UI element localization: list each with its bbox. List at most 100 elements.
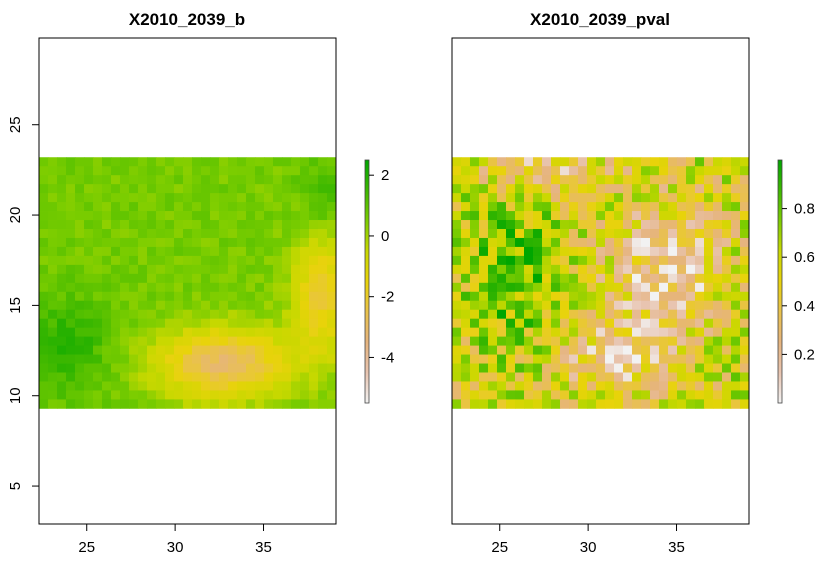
raster-cell [309, 381, 319, 391]
raster-cell [165, 327, 175, 338]
raster-cell [695, 273, 705, 284]
raster-cell [641, 318, 651, 329]
raster-cell [614, 202, 624, 212]
raster-cell [596, 184, 606, 194]
raster-cell [713, 193, 723, 203]
raster-cell [174, 363, 184, 373]
raster-cell [497, 220, 507, 230]
legend-tick-label: 0.8 [794, 201, 815, 218]
raster-cell [560, 184, 570, 194]
raster-cell [722, 255, 732, 266]
raster-cell [542, 184, 552, 194]
raster-cell [524, 246, 534, 257]
raster-cell [327, 309, 337, 320]
raster-cell [246, 166, 256, 176]
raster-cell [192, 309, 202, 320]
raster-cell [506, 372, 516, 382]
raster-cell [84, 309, 94, 320]
raster-cell [722, 399, 732, 409]
raster-cell [632, 237, 642, 248]
raster-cell [632, 390, 642, 400]
raster-cell [273, 255, 283, 266]
raster-cell [713, 228, 723, 239]
raster-cell [740, 255, 750, 266]
raster-cell [524, 291, 534, 302]
raster-cell [318, 175, 328, 185]
raster-cell [605, 193, 615, 203]
raster-cell [120, 291, 130, 302]
raster-cell [578, 372, 588, 382]
raster-cell [686, 184, 696, 194]
raster-cell [183, 390, 193, 400]
raster-cell [246, 300, 256, 311]
raster-cell [677, 399, 687, 409]
raster-cell [192, 246, 202, 257]
raster-cell [623, 399, 633, 409]
raster-cell [84, 220, 94, 230]
raster-cell [569, 327, 579, 338]
raster-cell [201, 345, 211, 355]
raster-cell [533, 354, 543, 364]
raster-cell [75, 381, 85, 391]
raster-cell [479, 246, 489, 257]
raster-cell [587, 282, 597, 293]
raster-cell [255, 390, 265, 400]
raster-cell [192, 220, 202, 230]
raster-cell [668, 381, 678, 391]
raster-cell [165, 363, 175, 373]
raster-cell [533, 184, 543, 194]
raster-cell [704, 264, 714, 275]
raster-cell [560, 237, 570, 248]
raster-cell [75, 157, 85, 167]
raster-cell [282, 211, 292, 221]
raster-cell [452, 300, 462, 311]
raster-cell [147, 309, 157, 320]
raster-cell [183, 372, 193, 382]
raster-cell [264, 255, 274, 266]
raster-cell [264, 220, 274, 230]
raster-cell [677, 184, 687, 194]
raster-cell [569, 264, 579, 275]
y-tick-label: 10 [7, 387, 24, 404]
raster-cell [102, 220, 112, 230]
raster-cell [650, 264, 660, 275]
raster-cell [533, 264, 543, 275]
raster-cell [48, 318, 58, 329]
raster-cell [659, 291, 669, 302]
raster-cell [452, 246, 462, 257]
raster-cell [84, 345, 94, 355]
raster-cell [659, 390, 669, 400]
raster-cell [731, 399, 741, 409]
raster-cell [246, 363, 256, 373]
raster-cell [506, 273, 516, 284]
raster-cell [650, 228, 660, 239]
raster-cell [542, 166, 552, 176]
raster-cell [174, 354, 184, 364]
raster-cell [470, 309, 480, 320]
raster-cell [506, 291, 516, 302]
raster-cell [704, 157, 714, 167]
raster-cell [228, 345, 238, 355]
raster-cell [201, 166, 211, 176]
raster-cell [632, 354, 642, 364]
raster-cell [264, 372, 274, 382]
raster-cell [668, 282, 678, 293]
raster-cell [488, 175, 498, 185]
raster-cell [264, 273, 274, 284]
raster-cell [587, 336, 597, 346]
raster-cell [668, 264, 678, 275]
raster-cell [300, 273, 310, 284]
raster-cell [147, 166, 157, 176]
raster-cell [623, 202, 633, 212]
raster-cell [713, 354, 723, 364]
raster-cell [93, 166, 103, 176]
raster-cell [677, 381, 687, 391]
raster-cell [219, 354, 229, 364]
raster-cell [506, 309, 516, 320]
raster-cell [75, 345, 85, 355]
raster-cell [740, 363, 750, 373]
raster-cell [39, 184, 49, 194]
raster-cell [650, 291, 660, 302]
raster-cell [623, 246, 633, 257]
raster-cell [479, 336, 489, 346]
